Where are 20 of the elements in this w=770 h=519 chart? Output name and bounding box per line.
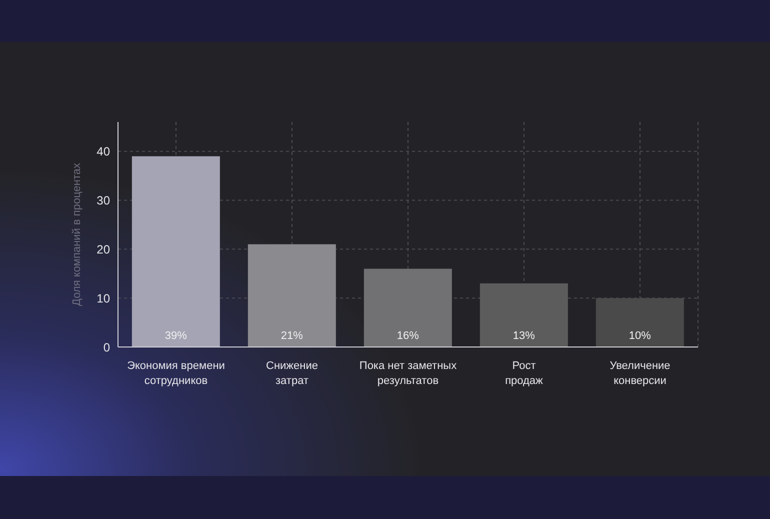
data-label: 13% (512, 330, 536, 342)
y-axis-title: Доля компаний в процентах (70, 162, 83, 306)
data-label: 10% (628, 330, 652, 342)
x-tick-label: Рост продаж (505, 360, 544, 387)
bar (132, 156, 220, 347)
bar (364, 268, 452, 347)
bar (248, 244, 336, 347)
y-tick-label: 0 (103, 340, 110, 354)
x-tick-label: Увеличение конверсии (610, 360, 670, 387)
x-tick-label: Экономия времени сотрудников (127, 360, 225, 387)
y-tick-label: 40 (96, 144, 110, 159)
x-tick-label: Снижение затрат (266, 360, 318, 387)
x-tick-label: Пока нет заметных результатов (359, 360, 458, 387)
y-tick-label: 20 (96, 242, 110, 256)
data-label: 39% (164, 330, 188, 342)
y-tick-label: 30 (96, 194, 110, 208)
data-label: 21% (280, 330, 304, 342)
y-tick-label: 10 (96, 291, 110, 306)
data-label: 16% (396, 330, 420, 342)
bar (480, 283, 568, 347)
